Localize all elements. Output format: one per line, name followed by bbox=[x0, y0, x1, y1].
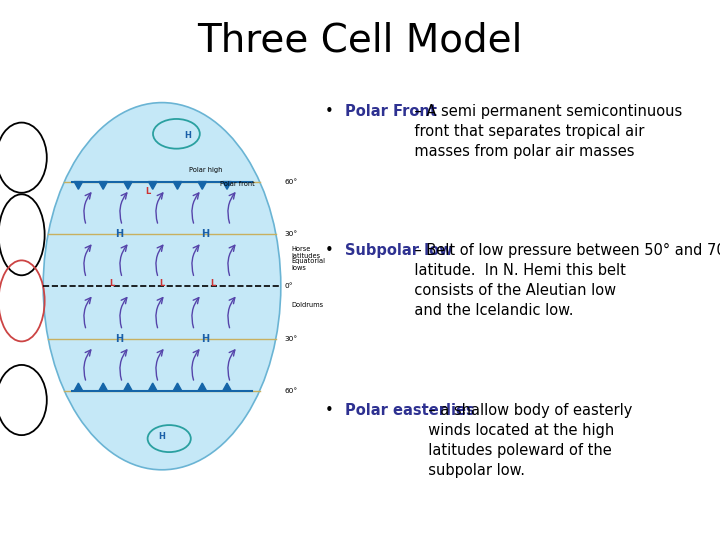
Text: L: L bbox=[210, 279, 215, 288]
Text: Polar high: Polar high bbox=[189, 167, 222, 173]
Text: •: • bbox=[325, 403, 333, 418]
Text: •: • bbox=[325, 244, 333, 259]
Text: H: H bbox=[184, 131, 191, 140]
Text: 60°: 60° bbox=[284, 388, 297, 394]
Polygon shape bbox=[74, 181, 83, 190]
Polygon shape bbox=[222, 383, 231, 391]
Text: L: L bbox=[145, 187, 150, 196]
Polygon shape bbox=[222, 181, 231, 190]
Text: 30°: 30° bbox=[284, 335, 297, 341]
Text: H: H bbox=[201, 229, 210, 239]
Text: 30°: 30° bbox=[284, 231, 297, 237]
Polygon shape bbox=[174, 383, 182, 391]
Polygon shape bbox=[124, 383, 132, 391]
Text: H: H bbox=[114, 334, 123, 343]
Text: 60°: 60° bbox=[284, 179, 297, 185]
Text: Horse
latitudes: Horse latitudes bbox=[292, 246, 320, 259]
Text: H: H bbox=[158, 432, 166, 441]
Polygon shape bbox=[198, 383, 207, 391]
Text: H: H bbox=[201, 334, 210, 343]
Text: H: H bbox=[114, 229, 123, 239]
Text: L: L bbox=[109, 279, 114, 288]
Text: Three Cell Model: Three Cell Model bbox=[197, 22, 523, 59]
Ellipse shape bbox=[43, 103, 281, 470]
Text: Doldrums: Doldrums bbox=[292, 302, 324, 308]
Text: •: • bbox=[325, 104, 333, 119]
Polygon shape bbox=[74, 383, 83, 391]
Polygon shape bbox=[148, 383, 157, 391]
Text: Equatorial
lows: Equatorial lows bbox=[292, 258, 325, 271]
Polygon shape bbox=[148, 181, 157, 190]
Text: – Belt of low pressure between 50° and 70°
               latitude.  In N. Hemi : – Belt of low pressure between 50° and 7… bbox=[345, 244, 720, 318]
Polygon shape bbox=[99, 181, 107, 190]
Polygon shape bbox=[124, 181, 132, 190]
Polygon shape bbox=[174, 181, 182, 190]
Text: – A semi permanent semicontinuous
               front that separates tropical a: – A semi permanent semicontinuous front … bbox=[345, 104, 683, 159]
Text: 0°: 0° bbox=[284, 283, 293, 289]
Text: Polar easterlies: Polar easterlies bbox=[345, 403, 474, 418]
Text: Polar Front: Polar Front bbox=[345, 104, 437, 119]
Polygon shape bbox=[198, 181, 207, 190]
Text: L: L bbox=[159, 279, 165, 288]
Text: Polar front: Polar front bbox=[220, 181, 254, 187]
Text: – a shallow body of easterly
                  winds located at the high
       : – a shallow body of easterly winds locat… bbox=[345, 403, 632, 478]
Polygon shape bbox=[99, 383, 107, 391]
Text: Subpolar low: Subpolar low bbox=[345, 244, 453, 259]
